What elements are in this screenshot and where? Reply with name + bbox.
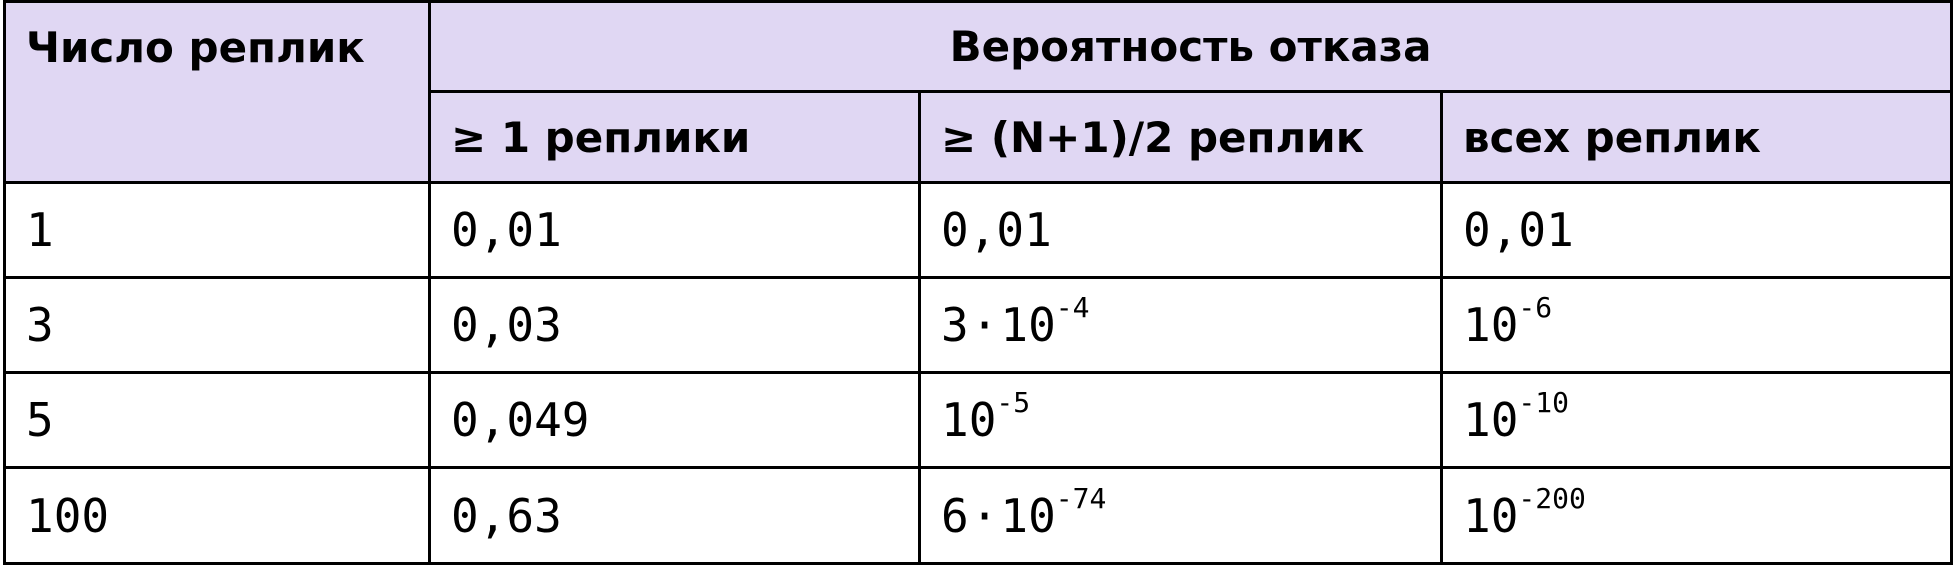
- probability-cell-all: 10-200: [1439, 466, 1954, 565]
- exponent: -6: [1518, 291, 1553, 324]
- probability-cell-at-least-one: 0,049: [428, 371, 921, 469]
- power-base: 10: [1463, 488, 1519, 543]
- power-base: 10: [1463, 298, 1519, 352]
- replica-count-cell: 100: [3, 466, 431, 565]
- multiply-dot: ·: [970, 298, 999, 352]
- mantissa: 0,01: [941, 203, 1052, 257]
- replicas-column-header: Число реплик: [3, 0, 431, 184]
- power-base: 10: [1000, 298, 1056, 352]
- power-base: 10: [1463, 393, 1519, 447]
- mantissa: 0,63: [451, 488, 562, 543]
- exponent: -200: [1518, 481, 1586, 515]
- probability-cell-at-least-one: 0,63: [428, 466, 921, 565]
- mantissa: 0,01: [451, 203, 562, 257]
- failure-probability-header: Вероятность отказа: [427, 0, 1954, 93]
- table-body: 1 0,01 0,01 0,01 3 0,03 3·10-4 10-6 5 0,049 10-5 10…: [3, 181, 1954, 565]
- probability-cell-at-least-one: 0,03: [428, 276, 921, 374]
- table-row: 1 0,01 0,01 0,01: [3, 181, 1954, 279]
- probability-cell-at-least-one: 0,01: [428, 181, 921, 279]
- replica-failure-table: Число реплик Вероятность отказа ≥ 1 репл…: [3, 0, 1954, 565]
- mantissa: 3: [941, 298, 969, 352]
- multiply-dot: ·: [970, 488, 999, 543]
- mantissa: 0,049: [451, 393, 590, 447]
- replica-count-cell: 3: [3, 276, 431, 374]
- replica-count-cell: 1: [3, 181, 431, 279]
- probability-cell-majority: 0,01: [918, 181, 1443, 279]
- table-row: 3 0,03 3·10-4 10-6: [3, 276, 1954, 374]
- table-row: 100 0,63 6·10-74 10-200: [3, 466, 1954, 565]
- exponent: -5: [996, 386, 1031, 419]
- probability-cell-majority: 6·10-74: [918, 466, 1443, 565]
- probability-cell-all: 10-6: [1439, 276, 1954, 374]
- replica-count-cell: 5: [3, 371, 431, 469]
- probability-cell-majority: 10-5: [918, 371, 1443, 469]
- header-row-top: Число реплик Вероятность отказа: [3, 0, 1954, 184]
- mantissa: 0,01: [1463, 203, 1574, 257]
- mantissa: 6: [941, 488, 969, 543]
- sub-header-at-least-one: ≥ 1 реплики: [428, 90, 921, 184]
- exponent: -10: [1518, 386, 1569, 419]
- exponent: -4: [1055, 291, 1090, 324]
- header-row-sub: ≥ 1 реплики ≥ (N+1)/2 реплик всех реплик: [5, 90, 1954, 184]
- sub-header-all: всех реплик: [1439, 90, 1954, 184]
- table-row: 5 0,049 10-5 10-10: [3, 371, 1954, 469]
- exponent: -74: [1055, 481, 1107, 515]
- mantissa: 0,03: [451, 298, 562, 352]
- power-base: 10: [941, 393, 997, 447]
- probability-cell-majority: 3·10-4: [918, 276, 1443, 374]
- probability-cell-all: 10-10: [1439, 371, 1954, 469]
- power-base: 10: [1000, 488, 1056, 543]
- sub-header-majority: ≥ (N+1)/2 реплик: [918, 90, 1443, 184]
- probability-cell-all: 0,01: [1439, 181, 1954, 279]
